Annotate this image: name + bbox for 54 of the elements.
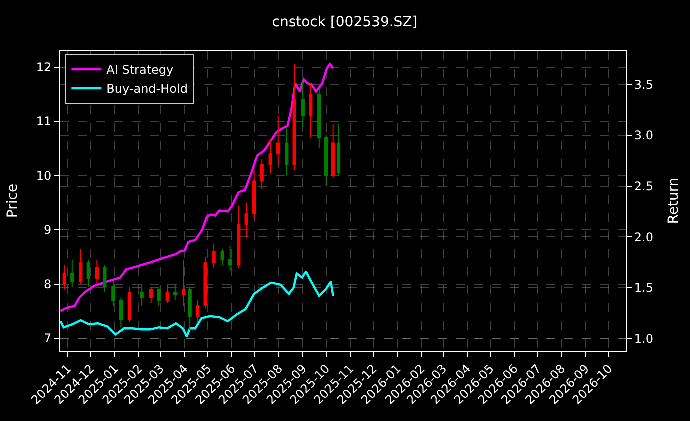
candlestick: [324, 134, 328, 188]
chart-title: cnstock [002539.SZ]: [272, 14, 418, 31]
candlestick: [86, 259, 90, 288]
candlestick: [276, 116, 280, 166]
legend-label: Buy-and-Hold: [106, 82, 188, 96]
y2-tick-label: 3.0: [634, 128, 654, 143]
candlestick: [166, 284, 170, 304]
candlestick: [285, 126, 289, 176]
candlestick: [157, 286, 161, 306]
line-series: [60, 63, 334, 312]
candlestick: [244, 202, 248, 239]
candlestick: [103, 264, 107, 293]
candlestick: [220, 248, 224, 266]
legend-label: AI Strategy: [106, 63, 174, 78]
candlestick: [174, 284, 178, 302]
y-tick-label: 7: [44, 332, 52, 346]
y2-tick-label: 1.0: [634, 332, 654, 346]
candlestick: [309, 83, 313, 138]
y-tick-label: 8: [44, 277, 52, 292]
y2-tick-label: 3.5: [634, 78, 654, 92]
candlestick: [260, 159, 264, 190]
candlestick: [331, 124, 336, 179]
candlestick: [301, 80, 305, 128]
candlestick: [128, 286, 132, 323]
candlestick: [228, 246, 232, 272]
candlestick: [204, 256, 208, 310]
y-tick-label: 12: [36, 60, 52, 74]
y-tick-label: 9: [44, 223, 52, 238]
candlestick: [119, 297, 123, 328]
y-tick-label: 10: [36, 168, 52, 183]
candlestick: [70, 259, 74, 288]
line-series: [60, 270, 334, 338]
candlestick: [336, 124, 341, 176]
y2-axis-title: Return: [666, 178, 682, 224]
candlestick: [79, 248, 83, 285]
y-tick-label: 11: [36, 114, 52, 129]
candlestick: [95, 259, 99, 285]
y2-tick-label: 2.0: [634, 230, 654, 244]
candlestick: [188, 286, 192, 331]
candlestick: [150, 286, 154, 304]
candlestick: [237, 205, 241, 268]
candlestick: [268, 140, 272, 174]
candlestick: [292, 64, 296, 171]
candlestick: [182, 259, 186, 306]
candlestick: [318, 88, 322, 150]
candlestick: [252, 170, 256, 220]
candlestick: [112, 281, 116, 306]
candlestick: [196, 300, 200, 323]
y2-tick-label: 2.5: [634, 179, 654, 194]
candlestick: [62, 264, 66, 290]
y-axis-title: Price: [4, 184, 21, 218]
y2-tick-label: 1.5: [634, 281, 654, 296]
candlestick: [140, 284, 144, 306]
candlestick: [212, 243, 216, 268]
